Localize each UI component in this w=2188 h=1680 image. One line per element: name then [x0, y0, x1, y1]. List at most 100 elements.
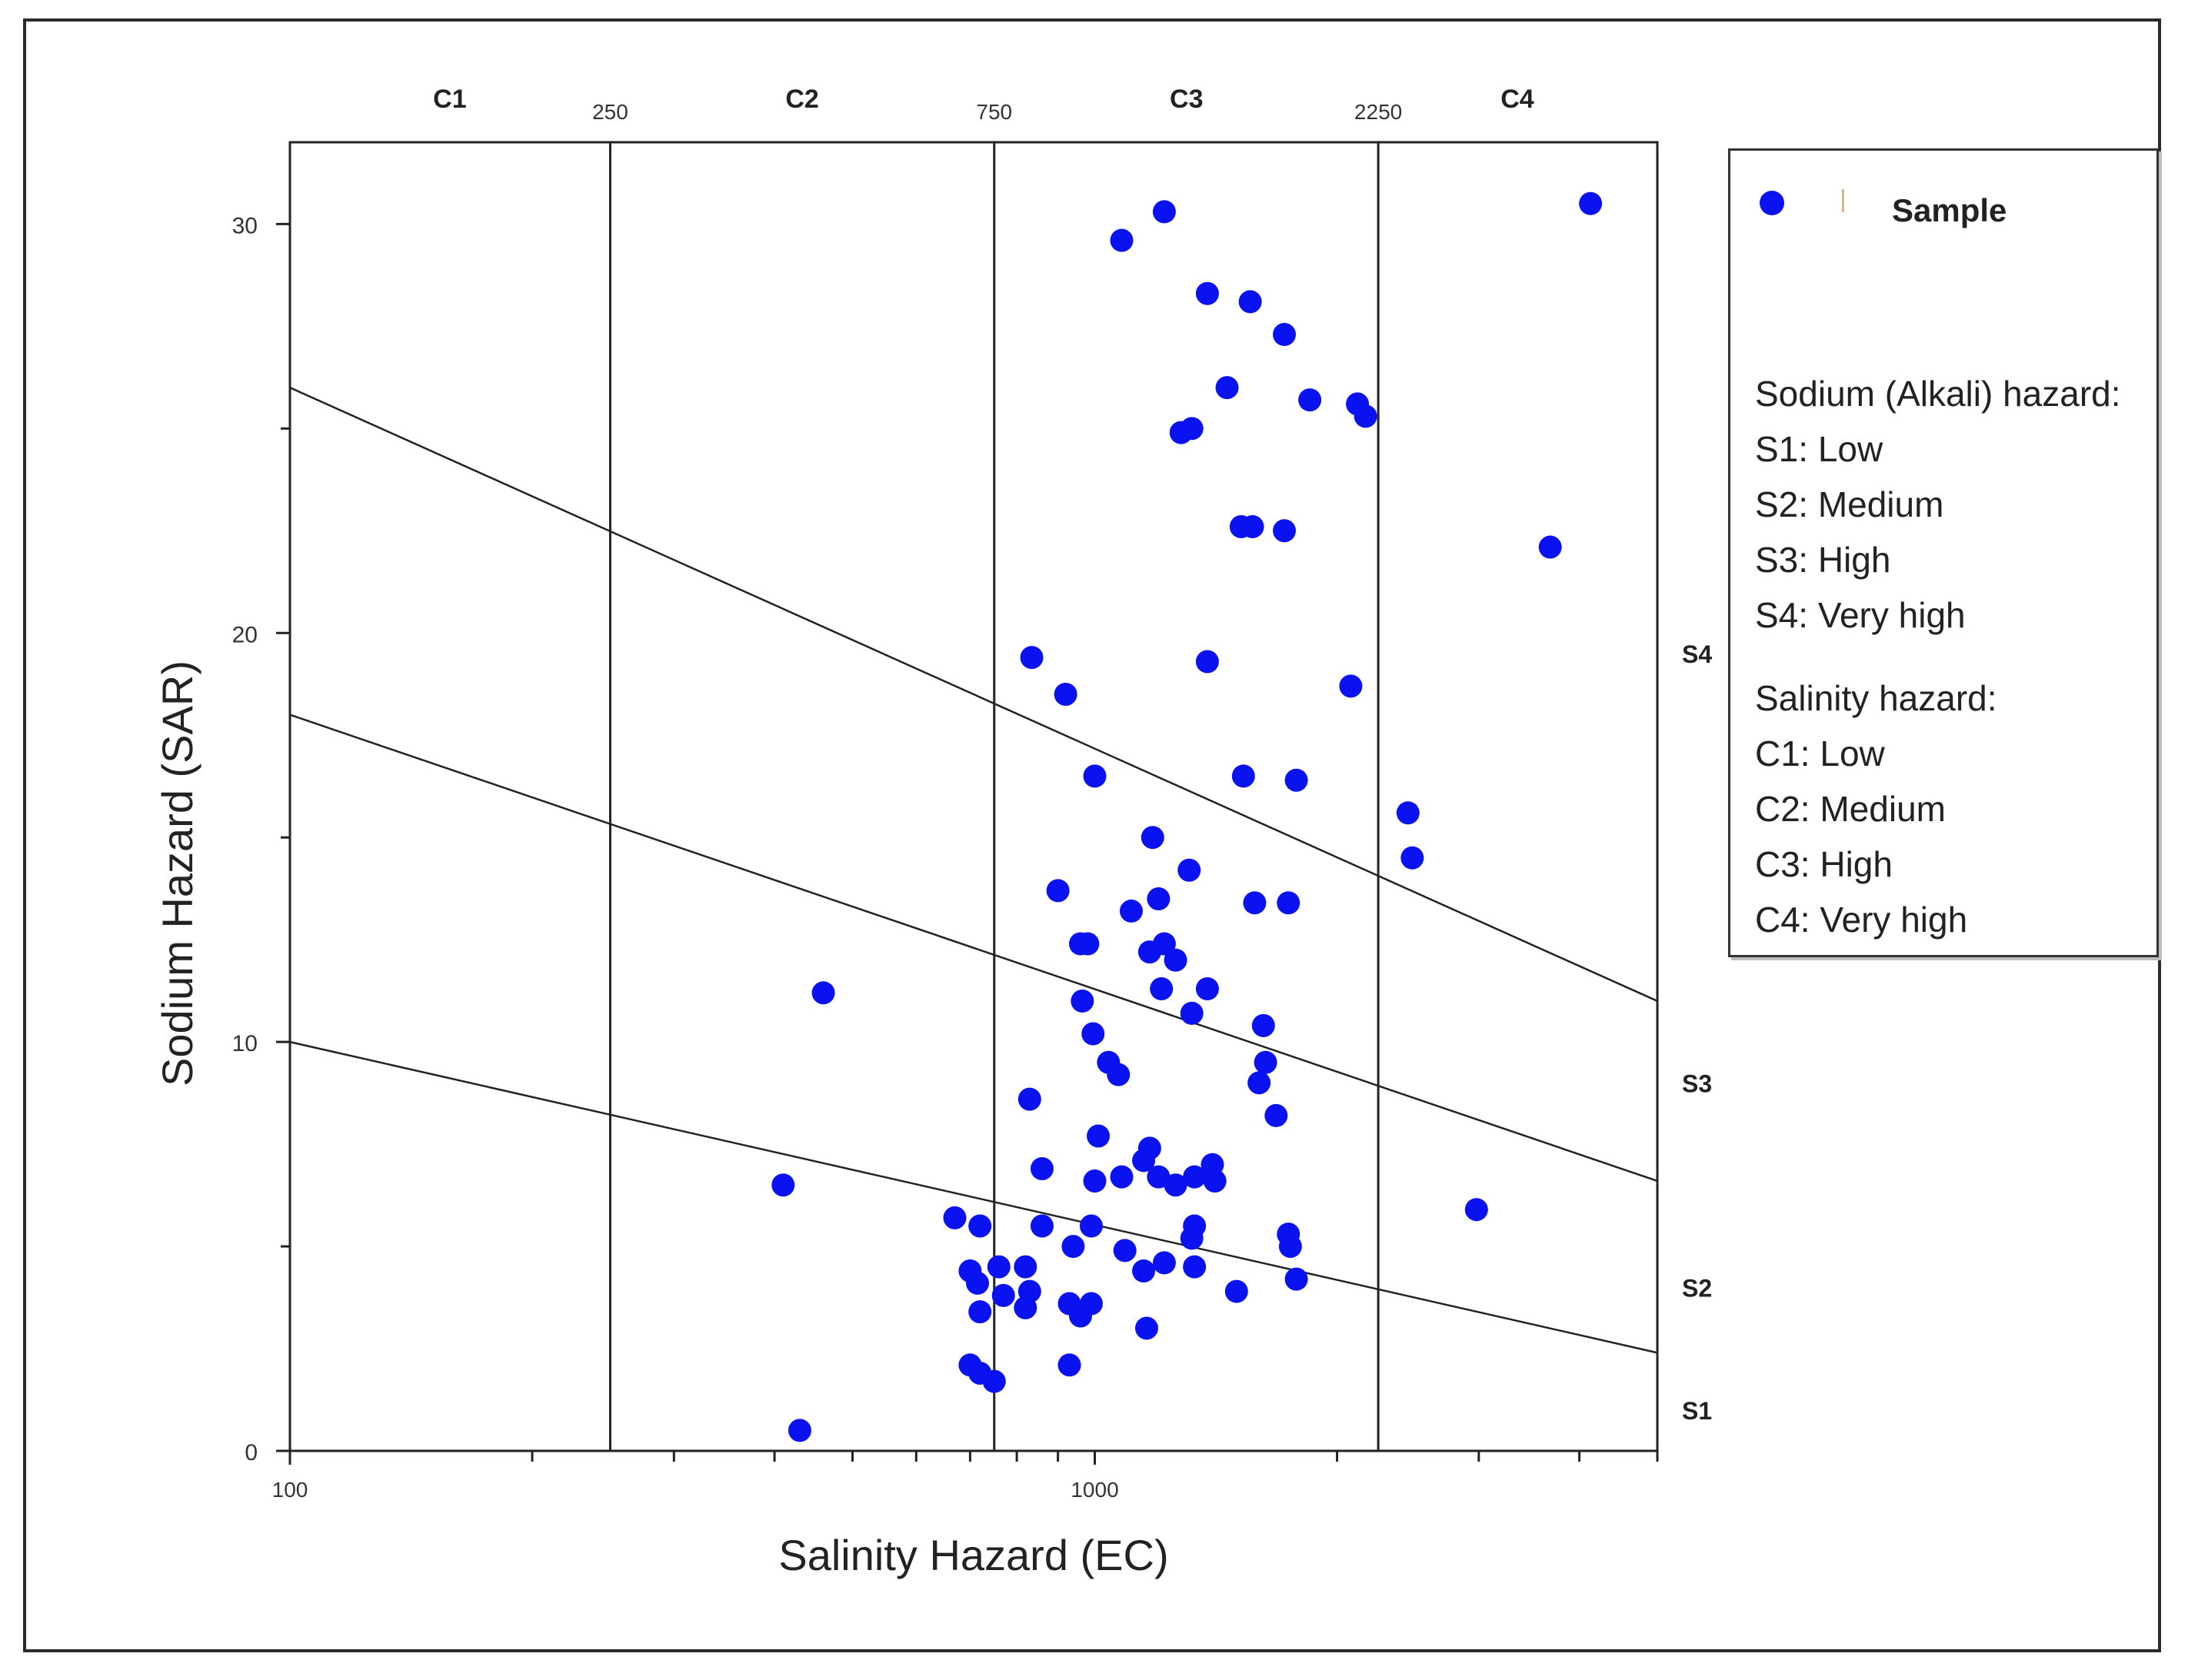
- legend-sodium-s3: S3: High: [1755, 540, 1891, 580]
- sample-point: [1014, 1255, 1037, 1279]
- sample-point: [1083, 764, 1107, 788]
- salinity-boundary-label: 2250: [1354, 100, 1402, 124]
- sample-point: [1134, 1316, 1158, 1340]
- sample-point: [1254, 1050, 1277, 1074]
- sample-point: [1203, 1169, 1227, 1193]
- legend-salinity-c2: C2: Medium: [1755, 789, 1946, 829]
- x-tick-label: 1000: [1071, 1478, 1118, 1502]
- sample-point: [1247, 1071, 1271, 1095]
- sample-point: [1241, 514, 1264, 538]
- sodium-boundary-line: [289, 714, 1658, 1183]
- sample-point: [1164, 1173, 1187, 1197]
- legend-salinity-c3: C3: High: [1755, 844, 1893, 884]
- sample-point: [1264, 1103, 1288, 1127]
- legend-sodium-s4: S4: Very high: [1755, 595, 1966, 635]
- sample-point: [1164, 948, 1187, 972]
- plot-area-border: [288, 141, 1659, 1452]
- sample-point: [1224, 1279, 1248, 1303]
- sample-point: [1183, 1165, 1207, 1189]
- sample-point: [1147, 1165, 1171, 1189]
- sample-point: [1079, 1214, 1103, 1238]
- class-boundaries: [289, 142, 1658, 1451]
- sodium-class-label: S3: [1682, 1070, 1712, 1097]
- salinity-class-label: C1: [433, 85, 466, 114]
- sample-point: [1132, 1259, 1156, 1282]
- sample-point: [1538, 535, 1562, 559]
- sample-point: [1273, 519, 1297, 543]
- salinity-class-label: C3: [1170, 85, 1203, 114]
- sample-point: [1071, 989, 1094, 1013]
- sample-point: [1110, 228, 1134, 252]
- salinity-class-label: C2: [785, 85, 818, 114]
- salinity-class-label: C4: [1500, 85, 1534, 114]
- sample-point: [1141, 826, 1164, 850]
- y-tick-label: 10: [232, 1031, 258, 1056]
- sample-point: [1014, 1296, 1037, 1319]
- sample-point: [1152, 932, 1176, 956]
- sample-points: [771, 191, 1603, 1442]
- sample-point: [1054, 683, 1077, 707]
- sample-point: [1400, 846, 1424, 870]
- y-tick-label: 0: [245, 1440, 258, 1465]
- sodium-boundary-line: [289, 1040, 1658, 1354]
- sample-marker-icon: [1760, 191, 1784, 215]
- sample-point: [1030, 1157, 1054, 1181]
- sample-point: [1579, 191, 1603, 215]
- sample-point: [968, 1300, 992, 1324]
- sample-point: [1147, 887, 1171, 910]
- sample-point: [966, 1271, 990, 1295]
- y-tick-label: 30: [232, 213, 258, 238]
- legend-sodium-title: Sodium (Alkali) hazard:: [1755, 374, 2121, 414]
- sample-point: [1046, 879, 1070, 903]
- sample-point: [1119, 899, 1143, 923]
- salinity-boundary-label: 250: [592, 100, 628, 124]
- sample-point: [1076, 932, 1100, 956]
- sample-point: [1150, 976, 1174, 1000]
- sample-point: [968, 1214, 992, 1238]
- sample-point: [1231, 764, 1255, 788]
- sample-point: [1183, 1214, 1207, 1238]
- sample-point: [1081, 1022, 1105, 1046]
- sodium-class-label: S1: [1682, 1397, 1712, 1425]
- sample-point: [1137, 1136, 1161, 1160]
- sample-point: [1087, 1124, 1111, 1148]
- sample-point: [1113, 1239, 1137, 1262]
- legend-line-marker: [1842, 189, 1844, 212]
- legend-salinity-c1: C1: Low: [1755, 734, 1885, 773]
- sample-point: [1251, 1013, 1275, 1037]
- sample-point: [1464, 1198, 1488, 1222]
- sample-point: [788, 1419, 811, 1442]
- sample-point: [1110, 1165, 1134, 1189]
- sample-point: [1020, 646, 1044, 670]
- sample-point: [811, 981, 835, 1005]
- legend-sodium-s2: S2: Medium: [1755, 484, 1944, 524]
- sample-point: [1243, 891, 1267, 915]
- sample-point: [1030, 1214, 1054, 1238]
- axis-labels: 0 10 20 30 100 1000 250 750 2250 C1 C2 C3 C4 S1 S2 S3 S4…: [153, 85, 1712, 1579]
- sample-point: [1195, 976, 1219, 1000]
- sample-point: [1195, 650, 1219, 674]
- sodium-boundary-line: [289, 386, 1658, 1003]
- sample-point: [1152, 200, 1176, 224]
- sample-point: [991, 1283, 1015, 1307]
- legend-salinity-c4: C4: Very high: [1755, 900, 1968, 940]
- axes-layer: [276, 141, 1659, 1465]
- legend-sodium-s1: S1: Low: [1755, 429, 1883, 469]
- sample-point: [1298, 388, 1322, 412]
- sample-point: [1180, 1001, 1204, 1025]
- sample-point: [1284, 1267, 1308, 1291]
- legend-sample-label: Sample: [1892, 192, 2007, 228]
- sodium-class-label: S2: [1682, 1274, 1712, 1302]
- sample-point: [1057, 1353, 1081, 1377]
- sample-point: [1278, 1235, 1302, 1259]
- sample-point: [1354, 404, 1377, 428]
- sample-point: [943, 1206, 967, 1229]
- sample-point: [1107, 1063, 1131, 1086]
- sample-point: [1083, 1169, 1107, 1193]
- sample-point: [1195, 281, 1219, 305]
- sample-point: [982, 1369, 1006, 1393]
- sample-point: [1238, 290, 1262, 314]
- sample-point: [771, 1173, 795, 1197]
- x-axis-title: Salinity Hazard (EC): [778, 1531, 1168, 1579]
